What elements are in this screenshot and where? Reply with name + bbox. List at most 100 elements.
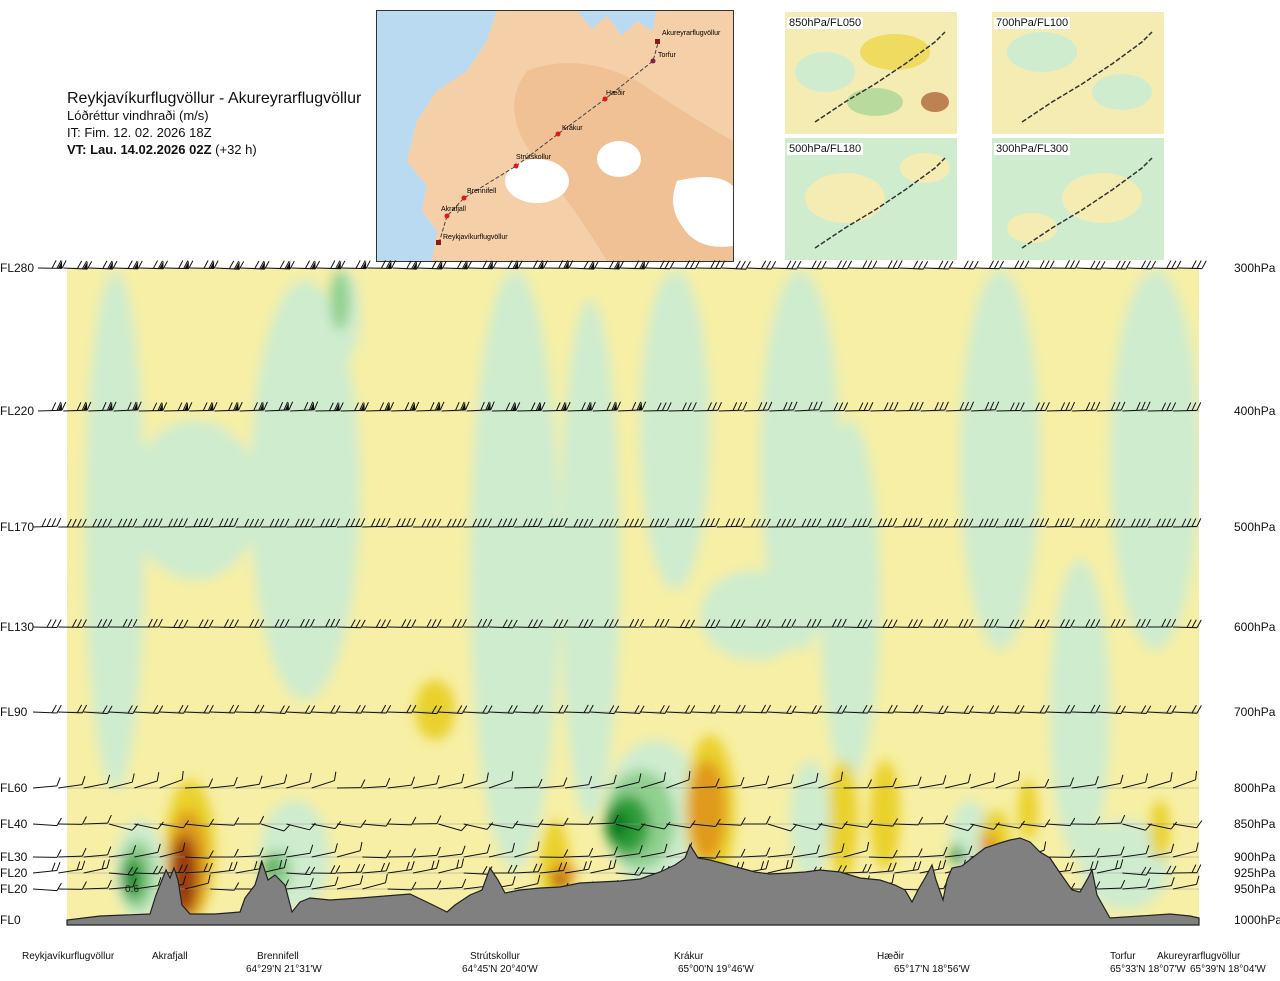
wind-barb xyxy=(1096,705,1126,715)
wind-barb-feather xyxy=(411,619,417,628)
wind-barb-feather xyxy=(1049,260,1055,269)
wind-barb-shaft xyxy=(286,885,311,890)
wind-barb-feather xyxy=(233,882,240,891)
field-blob xyxy=(820,420,880,780)
wind-barb-feather xyxy=(477,518,482,527)
wind-barb-feather xyxy=(1136,401,1141,411)
wind-barb-shaft xyxy=(108,781,133,789)
wind-barb xyxy=(1172,518,1202,528)
wind-barb xyxy=(1152,260,1182,270)
wind-barb-shaft xyxy=(108,711,133,714)
map-route-line xyxy=(438,42,659,244)
wind-barb-feather xyxy=(507,518,513,527)
wind-barb xyxy=(1147,705,1177,714)
map-marker-brennifell xyxy=(461,195,467,201)
wind-barb-pennant xyxy=(436,402,441,411)
wind-barb-feather xyxy=(694,260,700,269)
wind-barb xyxy=(134,821,164,830)
wind-barb xyxy=(83,774,111,789)
wind-barb-feather xyxy=(380,619,386,628)
wind-barb-shaft xyxy=(1097,409,1122,412)
wind-barb xyxy=(823,260,852,270)
wind-barb xyxy=(517,402,546,412)
wind-barb-feather xyxy=(482,518,487,527)
wind-barb-shaft xyxy=(1096,711,1121,715)
wind-barb-feather xyxy=(1039,619,1045,628)
wind-barb-feather xyxy=(233,260,240,270)
wind-barb xyxy=(291,260,321,270)
wind-barb-feather xyxy=(522,518,528,527)
wind-barb-shaft xyxy=(615,711,640,714)
wind-barb-feather xyxy=(532,518,538,527)
wind-barb-shaft xyxy=(1122,781,1146,789)
wind-barb-feather xyxy=(1196,402,1202,411)
wind-barb xyxy=(138,402,168,412)
wind-barb xyxy=(818,618,847,628)
wind-barb-shaft xyxy=(83,711,108,715)
wind-barb-feather xyxy=(345,518,351,527)
wind-barb xyxy=(184,619,214,629)
wind-barb-feather xyxy=(465,401,470,411)
wind-barb-feather xyxy=(233,776,238,786)
wind-barb-feather xyxy=(233,704,240,714)
wind-barb-pennant xyxy=(310,401,315,410)
wind-barb xyxy=(113,260,143,270)
wind-barb xyxy=(108,618,138,628)
waypoint-coord: 65°33'N 18°07'W xyxy=(1110,964,1186,975)
wind-barb-feather xyxy=(335,618,341,628)
wind-barb-shaft xyxy=(311,823,336,830)
wind-barb-feather xyxy=(244,518,250,528)
wind-barb-feather xyxy=(1171,865,1177,875)
wind-barb-shaft xyxy=(868,525,894,528)
wind-barb-shaft xyxy=(1147,851,1172,858)
right-axis-label: 925hPa xyxy=(1234,866,1276,880)
wind-barb xyxy=(1122,773,1149,789)
wind-barb-feather xyxy=(183,260,189,269)
wind-barb-feather xyxy=(81,704,88,714)
wind-barb-feather xyxy=(233,861,238,871)
map-label-akureyri: Akureyrarflugvöllur xyxy=(662,30,721,37)
wind-barb-feather xyxy=(446,518,452,528)
wind-barb-shaft xyxy=(184,626,210,629)
wind-barb xyxy=(514,619,543,629)
wind-barb-feather xyxy=(1145,618,1151,628)
wind-barb-feather xyxy=(933,518,939,528)
wind-barb xyxy=(996,402,1025,412)
field-blob xyxy=(688,760,726,860)
wind-barb xyxy=(58,776,86,789)
wind-barb xyxy=(742,847,771,858)
wind-barb-pennant xyxy=(387,260,392,269)
wind-barb-feather xyxy=(978,518,984,528)
wind-barb-feather xyxy=(168,518,173,528)
wind-barb-shaft xyxy=(691,823,716,828)
wind-barb-shaft xyxy=(1101,267,1126,270)
wind-barb-shaft xyxy=(438,853,463,858)
wind-barb-feather xyxy=(831,518,837,527)
wind-barb-feather xyxy=(715,778,720,787)
wind-barb-feather xyxy=(765,518,771,528)
wind-barb-shaft xyxy=(164,409,189,412)
wind-barb-shaft xyxy=(387,823,412,826)
wind-barb-feather xyxy=(117,518,123,528)
wind-barb xyxy=(311,518,340,528)
wind-barb-shaft xyxy=(592,409,617,412)
wind-barb-feather xyxy=(993,618,999,628)
wind-barb-shaft xyxy=(184,823,209,828)
wind-barb-shaft xyxy=(365,409,390,412)
wind-barb xyxy=(416,401,445,412)
wind-barb xyxy=(108,773,135,789)
wind-barb xyxy=(463,618,493,628)
wind-barb xyxy=(239,401,268,412)
wind-barb-feather xyxy=(406,260,412,269)
wind-barb-feather xyxy=(507,260,513,269)
wind-barb xyxy=(671,260,700,270)
wind-barb xyxy=(717,848,746,858)
wind-barb-shaft xyxy=(794,409,819,412)
wind-barb-feather xyxy=(1095,847,1100,857)
wind-barb-feather xyxy=(563,861,568,871)
wind-barb-feather xyxy=(867,705,873,714)
wind-barb-shaft xyxy=(336,871,362,874)
wind-barb-shaft xyxy=(894,823,919,826)
wind-barb-feather xyxy=(1094,860,1099,870)
wind-barb-feather xyxy=(510,402,516,411)
